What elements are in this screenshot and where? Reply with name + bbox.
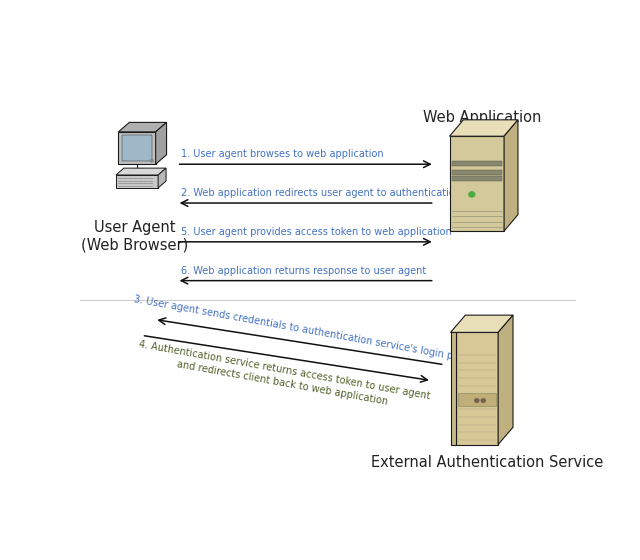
Polygon shape: [451, 315, 513, 333]
Text: User Agent
(Web Browser): User Agent (Web Browser): [81, 220, 188, 253]
Circle shape: [481, 399, 485, 402]
Text: 6. Web application returns response to user agent: 6. Web application returns response to u…: [180, 266, 426, 276]
Polygon shape: [116, 175, 158, 188]
Polygon shape: [452, 170, 502, 175]
Polygon shape: [452, 161, 502, 166]
Text: 2. Web application redirects user agent to authentication service: 2. Web application redirects user agent …: [180, 188, 499, 198]
Polygon shape: [118, 123, 166, 132]
Polygon shape: [498, 315, 513, 445]
Polygon shape: [456, 333, 498, 445]
Circle shape: [475, 399, 479, 402]
Polygon shape: [449, 136, 504, 231]
Circle shape: [150, 160, 153, 162]
Polygon shape: [451, 333, 456, 445]
Polygon shape: [156, 123, 166, 164]
Text: 1. User agent browses to web application: 1. User agent browses to web application: [180, 150, 383, 160]
Polygon shape: [122, 135, 152, 161]
Text: 4. Authentication service returns access token to user agent
and redirects clien: 4. Authentication service returns access…: [136, 339, 431, 414]
Polygon shape: [452, 176, 502, 181]
Polygon shape: [458, 393, 495, 405]
Polygon shape: [116, 168, 166, 175]
Text: External Authentication Service: External Authentication Service: [371, 455, 603, 470]
Polygon shape: [129, 167, 145, 170]
Polygon shape: [449, 120, 518, 136]
Polygon shape: [504, 120, 518, 231]
Polygon shape: [158, 168, 166, 188]
Text: Web Application: Web Application: [422, 110, 541, 125]
Text: 3. User agent sends credentials to authentication service's login page: 3. User agent sends credentials to authe…: [132, 295, 471, 365]
Circle shape: [469, 192, 475, 197]
Text: 5. User agent provides access token to web application: 5. User agent provides access token to w…: [180, 227, 451, 237]
Polygon shape: [118, 132, 156, 164]
